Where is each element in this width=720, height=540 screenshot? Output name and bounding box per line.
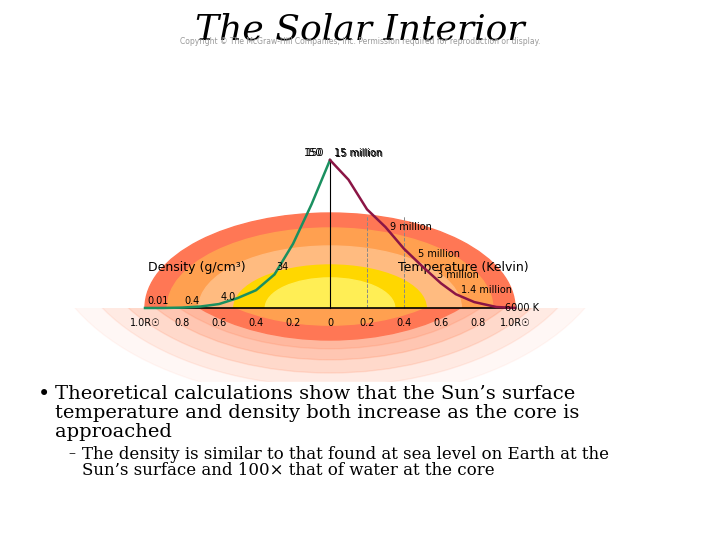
Ellipse shape <box>167 228 492 388</box>
Text: 0.8: 0.8 <box>470 318 485 328</box>
Text: The Solar Interior: The Solar Interior <box>195 12 525 46</box>
Text: approached: approached <box>55 423 172 441</box>
Ellipse shape <box>145 213 515 403</box>
Text: 0.6: 0.6 <box>212 318 227 328</box>
Text: 9 million: 9 million <box>390 222 433 232</box>
Ellipse shape <box>167 135 492 325</box>
Text: 5 million: 5 million <box>418 249 460 259</box>
Text: –: – <box>68 446 75 460</box>
Text: 150: 150 <box>304 148 322 158</box>
Text: 150: 150 <box>305 148 324 158</box>
Ellipse shape <box>265 278 395 338</box>
Text: 0: 0 <box>327 318 333 328</box>
Text: 15 million: 15 million <box>334 148 382 158</box>
Text: 0.6: 0.6 <box>433 318 449 328</box>
Text: 1.0R☉: 1.0R☉ <box>130 318 161 328</box>
Text: 0.4: 0.4 <box>397 318 412 328</box>
Ellipse shape <box>89 87 570 373</box>
Text: 3 million: 3 million <box>437 271 479 280</box>
Ellipse shape <box>67 74 593 386</box>
Ellipse shape <box>234 174 426 286</box>
Text: temperature and density both increase as the core is: temperature and density both increase as… <box>55 404 580 422</box>
Ellipse shape <box>234 265 426 351</box>
Text: Copyright © The McGraw-Hill Companies, Inc. Permission required for reproduction: Copyright © The McGraw-Hill Companies, I… <box>180 37 540 46</box>
Text: Theoretical calculations show that the Sun’s surface: Theoretical calculations show that the S… <box>55 385 575 403</box>
Text: 4.0: 4.0 <box>221 292 236 302</box>
Text: Temperature (Kelvin): Temperature (Kelvin) <box>398 261 528 274</box>
Text: 0.8: 0.8 <box>174 318 189 328</box>
Ellipse shape <box>265 193 395 267</box>
Ellipse shape <box>112 100 549 360</box>
Text: Sun’s surface and 100× that of water at the core: Sun’s surface and 100× that of water at … <box>82 462 495 479</box>
Ellipse shape <box>199 153 462 307</box>
Text: •: • <box>38 385 50 404</box>
Text: 0.2: 0.2 <box>285 318 301 328</box>
Text: 0.2: 0.2 <box>359 318 374 328</box>
Text: 1.0R☉: 1.0R☉ <box>500 318 531 328</box>
Text: 15 million: 15 million <box>335 149 383 159</box>
Text: 0.4: 0.4 <box>248 318 264 328</box>
Text: The density is similar to that found at sea level on Earth at the: The density is similar to that found at … <box>82 446 609 463</box>
Text: 0.4: 0.4 <box>184 295 199 306</box>
Text: 6000 K: 6000 K <box>505 303 539 313</box>
Ellipse shape <box>145 120 515 340</box>
Ellipse shape <box>199 246 462 370</box>
Ellipse shape <box>130 111 530 349</box>
Text: 1.4 million: 1.4 million <box>461 285 512 295</box>
Text: 34: 34 <box>276 262 289 273</box>
Bar <box>0 382 720 540</box>
Text: 0.01: 0.01 <box>147 296 168 306</box>
Text: Density (g/cm³): Density (g/cm³) <box>148 261 246 274</box>
